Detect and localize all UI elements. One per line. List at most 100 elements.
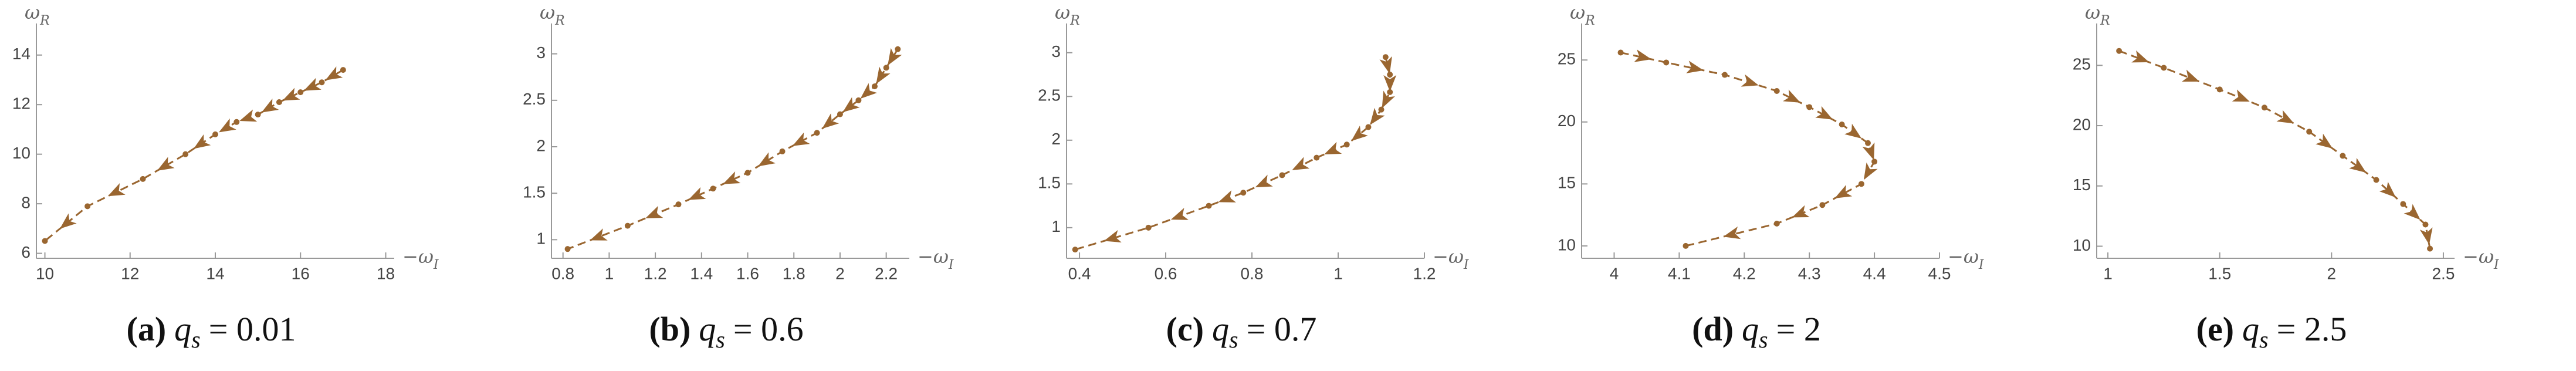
x-label-base: −ω bbox=[402, 245, 434, 268]
arrowhead bbox=[723, 171, 741, 184]
data-point bbox=[814, 130, 820, 136]
data-point bbox=[1240, 190, 1247, 196]
caption-tag: (c) bbox=[1166, 310, 1204, 348]
arrowhead bbox=[193, 134, 211, 149]
y-label-base: ω bbox=[1055, 1, 1070, 23]
arrowhead bbox=[1783, 89, 1801, 103]
data-point bbox=[1683, 242, 1689, 249]
y-tick-label: 20 bbox=[2073, 115, 2091, 133]
arrowhead bbox=[590, 228, 608, 241]
data-point bbox=[871, 83, 878, 90]
y-tick-label: 1.5 bbox=[1038, 174, 1061, 192]
y-tick-label: 10 bbox=[12, 144, 31, 162]
data-point bbox=[2161, 65, 2167, 71]
arrowhead bbox=[688, 187, 706, 200]
data-point bbox=[1279, 172, 1285, 178]
arrowhead bbox=[1741, 74, 1759, 87]
x-tick-label: 2.5 bbox=[2432, 264, 2455, 282]
x-label-sub: I bbox=[1978, 258, 1985, 272]
y-tick-label: 1 bbox=[536, 230, 546, 248]
data-point bbox=[1387, 89, 1393, 95]
data-line bbox=[567, 48, 899, 250]
x-tick-label: 2 bbox=[2327, 264, 2337, 282]
caption-tag: (d) bbox=[1692, 310, 1734, 348]
y-label-sub: R bbox=[1069, 14, 1080, 28]
caption-rel: = 0.7 bbox=[1247, 310, 1317, 348]
y-label-base: ω bbox=[540, 1, 555, 23]
data-point bbox=[1871, 158, 1878, 165]
x-tick-label: 4.3 bbox=[1798, 264, 1821, 282]
x-label-base: −ω bbox=[1433, 245, 1464, 268]
arrowhead bbox=[107, 183, 126, 197]
arrowhead bbox=[2349, 157, 2367, 173]
data-point bbox=[340, 67, 346, 73]
data-point bbox=[710, 186, 716, 192]
data-point bbox=[744, 170, 751, 176]
data-point bbox=[297, 89, 304, 96]
y-label-sub: R bbox=[2100, 14, 2110, 28]
arrowhead bbox=[59, 213, 77, 229]
data-line bbox=[2118, 50, 2431, 249]
x-tick-label: 0.6 bbox=[1155, 264, 1177, 282]
y-tick-label: 1 bbox=[1051, 217, 1061, 235]
caption: (b) qs = 0.6 bbox=[649, 310, 803, 353]
y-axis-label: ωR bbox=[1570, 1, 1595, 28]
data-point bbox=[140, 176, 146, 182]
caption-sub: s bbox=[716, 326, 725, 353]
caption-rel: = 0.01 bbox=[209, 310, 296, 348]
y-tick-label: 2 bbox=[536, 136, 546, 154]
arrowhead bbox=[1863, 162, 1878, 180]
data-point bbox=[1839, 122, 1845, 127]
x-label-base: −ω bbox=[2463, 245, 2494, 268]
arrowhead bbox=[1324, 141, 1342, 155]
x-label-sub: I bbox=[948, 258, 954, 272]
data-point bbox=[255, 112, 261, 118]
y-tick-label: 12 bbox=[12, 95, 31, 113]
caption-sub: s bbox=[1229, 326, 1238, 353]
caption-sub: s bbox=[191, 326, 201, 353]
data-point bbox=[1145, 224, 1152, 231]
arrowhead bbox=[1218, 190, 1236, 203]
arrowhead bbox=[303, 77, 321, 91]
caption-tag: (e) bbox=[2196, 310, 2234, 348]
arrowhead bbox=[1255, 174, 1273, 188]
data-point bbox=[1617, 49, 1624, 56]
caption-rel: = 2.5 bbox=[2277, 310, 2347, 348]
arrowhead bbox=[1170, 208, 1189, 220]
arrowhead bbox=[239, 109, 258, 122]
y-tick-label: 8 bbox=[21, 194, 31, 212]
y-tick-label: 2.5 bbox=[1038, 86, 1061, 104]
data-line bbox=[44, 69, 344, 242]
caption-sub: s bbox=[2259, 326, 2269, 353]
data-point bbox=[1072, 247, 1078, 253]
y-tick-label: 25 bbox=[1558, 50, 1576, 68]
data-point bbox=[624, 222, 631, 229]
arrowhead bbox=[1292, 157, 1310, 170]
data-point bbox=[1206, 203, 1212, 209]
data-point bbox=[895, 46, 901, 52]
caption-sub: s bbox=[1759, 326, 1768, 353]
x-tick-label: 1.2 bbox=[644, 264, 667, 282]
x-tick-label: 4.5 bbox=[1928, 264, 1951, 282]
arrowhead bbox=[1834, 184, 1853, 198]
y-tick-label: 2.5 bbox=[523, 90, 546, 108]
y-tick-label: 3 bbox=[536, 43, 546, 62]
arrowhead bbox=[2379, 181, 2396, 198]
y-axis-label: ωR bbox=[25, 1, 50, 28]
data-point bbox=[2116, 48, 2123, 54]
y-label-sub: R bbox=[39, 14, 50, 28]
arrowhead bbox=[1634, 49, 1652, 62]
x-tick-label: 0.4 bbox=[1068, 264, 1091, 282]
arrowhead bbox=[758, 152, 776, 167]
arrowhead bbox=[2232, 89, 2250, 102]
data-point bbox=[675, 201, 682, 208]
arrowhead bbox=[1370, 107, 1385, 125]
x-label-base: −ω bbox=[1948, 245, 1979, 268]
x-tick-label: 1.5 bbox=[2208, 264, 2231, 282]
arrowhead bbox=[822, 113, 840, 129]
arrowhead bbox=[792, 132, 810, 146]
arrowhead bbox=[261, 99, 279, 113]
arrowhead bbox=[2419, 227, 2433, 245]
y-tick-label: 10 bbox=[1558, 235, 1576, 254]
y-label-base: ω bbox=[2085, 1, 2100, 23]
